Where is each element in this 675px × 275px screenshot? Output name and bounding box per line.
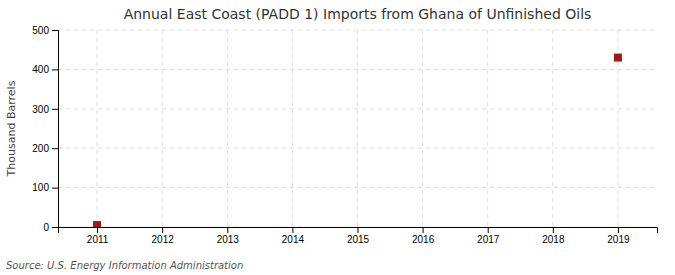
y-tick-mark <box>52 148 58 149</box>
x-grid-line <box>292 30 293 227</box>
y-grid-line <box>58 108 657 109</box>
y-axis-title: Thousand Barrels <box>5 80 18 177</box>
x-tick-label: 2013 <box>217 234 240 245</box>
y-tick-label: 400 <box>32 64 49 75</box>
x-grid-line <box>97 30 98 227</box>
x-axis-line <box>59 228 658 234</box>
x-tick-label: 2014 <box>282 234 305 245</box>
y-grid-line <box>58 187 657 188</box>
y-tick-label: 200 <box>32 143 49 154</box>
y-tick-mark <box>52 109 58 110</box>
x-tick: 2015 <box>347 227 370 245</box>
y-grid-line <box>58 69 657 70</box>
y-tick: 200 <box>32 143 58 154</box>
x-grid-line <box>227 30 228 227</box>
y-tick-mark <box>52 30 58 31</box>
source-note: Source: U.S. Energy Information Administ… <box>6 260 243 271</box>
y-axis-line <box>52 31 59 228</box>
x-tick-mark <box>553 227 554 233</box>
grid <box>58 30 657 227</box>
x-tick-mark <box>162 227 163 233</box>
x-grid-line <box>552 30 553 227</box>
x-tick: 2019 <box>607 227 630 245</box>
x-tick-mark <box>227 227 228 233</box>
title: Annual East Coast (PADD 1) Imports from … <box>124 6 592 22</box>
x-tick-label: 2016 <box>412 234 435 245</box>
x-tick-mark <box>292 227 293 233</box>
x-tick: 2013 <box>217 227 240 245</box>
x-axis: 2011 2012 2013 2014 2015 2016 2017 2018 2019 <box>59 227 658 245</box>
plot: 2011 2012 2013 2014 2015 2016 2017 2018 2019 0 100… <box>32 25 657 245</box>
y-tick: 500 <box>32 25 58 36</box>
x-tick-label: 2018 <box>542 234 565 245</box>
x-tick-label: 2017 <box>477 234 500 245</box>
y-tick-mark <box>52 188 58 189</box>
x-tick: 2016 <box>412 227 435 245</box>
point <box>93 221 101 227</box>
y-tick-label: 300 <box>32 104 49 115</box>
x-tick-mark <box>423 227 424 233</box>
y-tick-label: 100 <box>32 182 49 193</box>
x-grid-line <box>357 30 358 227</box>
chart: 2011 2012 2013 2014 2015 2016 2017 2018 2019 0 100… <box>0 0 675 275</box>
x-tick-mark <box>358 227 359 233</box>
x-tick-mark <box>618 227 619 233</box>
y-grid-line <box>58 148 657 149</box>
y-axis: 0 100 200 300 400 500 <box>32 25 58 233</box>
x-tick-label: 2015 <box>347 234 370 245</box>
x-tick-label: 2012 <box>152 234 175 245</box>
x-grid-line <box>487 30 488 227</box>
y-tick-label: 500 <box>32 25 49 36</box>
x-tick-label: 2011 <box>87 234 109 245</box>
y-tick-mark <box>52 69 58 70</box>
x-tick: 2011 <box>87 227 109 245</box>
x-tick: 2014 <box>282 227 305 245</box>
y-tick: 300 <box>32 104 58 115</box>
x-tick-mark <box>488 227 489 233</box>
x-tick: 2012 <box>152 227 175 245</box>
y-tick: 100 <box>32 182 58 193</box>
x-tick: 2018 <box>542 227 565 245</box>
y-tick: 400 <box>32 64 58 75</box>
x-tick-mark <box>97 227 98 233</box>
points <box>93 54 622 227</box>
y-tick-label: 0 <box>43 222 49 233</box>
point <box>614 54 622 62</box>
y-tick: 0 <box>43 222 58 233</box>
y-tick-mark <box>52 227 58 228</box>
x-grid-line <box>422 30 423 227</box>
x-grid-line <box>162 30 163 227</box>
x-tick: 2017 <box>477 227 500 245</box>
x-tick-label: 2019 <box>607 234 630 245</box>
